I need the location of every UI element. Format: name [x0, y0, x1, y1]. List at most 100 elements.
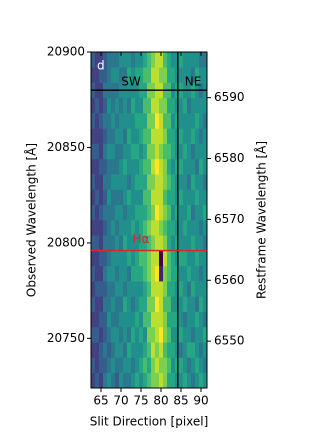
- heatmap-cell: [139, 281, 144, 297]
- heatmap-cell: [151, 220, 156, 236]
- heatmap-cell: [195, 311, 200, 328]
- heatmap-cell: [155, 372, 160, 389]
- heatmap-cell: [171, 113, 176, 129]
- heatmap-cell: [139, 189, 144, 206]
- heatmap-cell: [91, 311, 96, 328]
- heatmap-cell: [111, 235, 116, 251]
- heatmap-cell: [179, 342, 184, 358]
- heatmap-cell: [191, 250, 196, 267]
- heatmap-cell: [131, 296, 136, 312]
- heatmap-cell: [135, 67, 140, 83]
- heatmap-cell: [203, 189, 208, 206]
- heatmap-cell: [155, 342, 160, 358]
- heatmap-cell: [147, 250, 152, 267]
- heatmap-cell: [139, 342, 144, 358]
- heatmap-cell: [91, 52, 96, 68]
- heatmap-cell: [155, 220, 160, 236]
- heatmap-cell: [179, 158, 184, 175]
- heatmap-cell: [131, 281, 136, 297]
- heatmap-cell: [95, 296, 100, 312]
- heatmap-cell: [187, 357, 192, 374]
- heatmap-cell: [123, 189, 128, 206]
- annotation: NE: [185, 75, 202, 89]
- heatmap-cell: [187, 326, 192, 343]
- heatmap-cell: [187, 174, 192, 190]
- heatmap-cell: [195, 158, 200, 175]
- heatmap-cell: [131, 52, 136, 68]
- heatmap-cell: [187, 296, 192, 312]
- y2-axis-label: Restframe Wavelength [Å]: [254, 141, 269, 299]
- heatmap-cell: [131, 143, 136, 160]
- heatmap-cell: [127, 311, 132, 328]
- heatmap-cell: [143, 52, 148, 68]
- heatmap-cell: [95, 342, 100, 358]
- heatmap-cell: [147, 52, 152, 68]
- heatmap-cell: [167, 52, 172, 68]
- heatmap-cell: [187, 220, 192, 236]
- heatmap-cell: [99, 67, 104, 83]
- heatmap-cell: [123, 97, 128, 114]
- heatmap-cell: [203, 128, 208, 144]
- heatmap-cell: [195, 113, 200, 129]
- heatmap-cell: [195, 265, 200, 282]
- heatmap-cell: [191, 174, 196, 190]
- heatmap-cell: [139, 220, 144, 236]
- heatmap-cell: [99, 174, 104, 190]
- heatmap-cell: [151, 97, 156, 114]
- heatmap-cell: [127, 357, 132, 374]
- heatmap-cell: [171, 250, 176, 267]
- heatmap-cell: [143, 235, 148, 251]
- heatmap-cell: [179, 67, 184, 83]
- heatmap-cell: [103, 220, 108, 236]
- heatmap-cell: [155, 250, 160, 267]
- heatmap-cell: [111, 52, 116, 68]
- y2-tick-label: 6570: [214, 212, 245, 226]
- heatmap-cell: [203, 281, 208, 297]
- heatmap-cell: [155, 67, 160, 83]
- heatmap-cell: [107, 52, 112, 68]
- heatmap-cell: [131, 67, 136, 83]
- heatmap-cell: [191, 128, 196, 144]
- heatmap-cell: [91, 128, 96, 144]
- heatmap-cell: [107, 357, 112, 374]
- heatmap-cell: [91, 357, 96, 374]
- heatmap-cell: [171, 174, 176, 190]
- heatmap-cell: [151, 204, 156, 221]
- heatmap-cell: [195, 296, 200, 312]
- heatmap-cell: [91, 158, 96, 175]
- heatmap-cell: [103, 189, 108, 206]
- heatmap-cell: [123, 220, 128, 236]
- heatmap-cell: [199, 113, 204, 129]
- heatmap-cell: [99, 52, 104, 68]
- heatmap-cell: [151, 326, 156, 343]
- heatmap-cell: [119, 342, 124, 358]
- heatmap-cell: [167, 311, 172, 328]
- x-tick-label: 85: [173, 394, 188, 408]
- heatmap-cell: [163, 113, 168, 129]
- heatmap-cell: [103, 67, 108, 83]
- heatmap-cell: [159, 296, 164, 312]
- heatmap-cell: [203, 97, 208, 114]
- heatmap-cell: [119, 158, 124, 175]
- heatmap-cell: [139, 265, 144, 282]
- heatmap-cell: [159, 357, 164, 374]
- heatmap-cell: [135, 113, 140, 129]
- heatmap-cell: [131, 311, 136, 328]
- heatmap-cell: [163, 265, 168, 282]
- chart: Slit Direction [pixel] Observed Waveleng…: [24, 45, 269, 429]
- heatmap-cell: [147, 128, 152, 144]
- heatmap-cell: [199, 158, 204, 175]
- heatmap-cell: [99, 281, 104, 297]
- heatmap-cell: [191, 113, 196, 129]
- heatmap-cell: [187, 52, 192, 68]
- heatmap-cell: [119, 311, 124, 328]
- heatmap-cell: [167, 158, 172, 175]
- heatmap-cell: [111, 220, 116, 236]
- heatmap-cell: [91, 326, 96, 343]
- heatmap-cell: [107, 174, 112, 190]
- heatmap-cell: [171, 372, 176, 389]
- heatmap-cell: [179, 113, 184, 129]
- heatmap-cell: [111, 97, 116, 114]
- heatmap-cell: [123, 372, 128, 389]
- heatmap-cell: [135, 235, 140, 251]
